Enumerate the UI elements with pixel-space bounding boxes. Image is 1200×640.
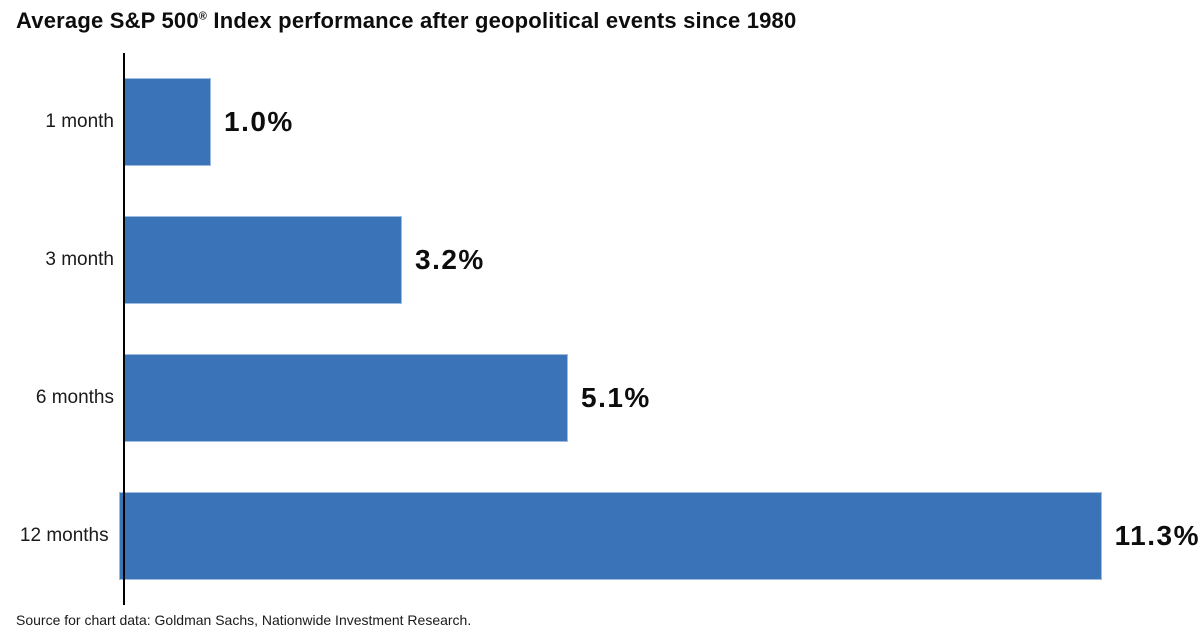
value-label-6-months: 5.1% bbox=[581, 382, 651, 413]
chart-title-rest: Index performance after geopolitical eve… bbox=[207, 8, 797, 33]
bar-row-3-month: 3 month 3.2% bbox=[0, 191, 1200, 329]
bar-12-months bbox=[118, 492, 1102, 580]
bar-row-12-months: 12 months 11.3% bbox=[0, 467, 1200, 605]
source-note: Source for chart data: Goldman Sachs, Na… bbox=[16, 612, 472, 628]
category-label-3-month: 3 month bbox=[45, 249, 114, 270]
bar-row-1-month: 1 month 1.0% bbox=[0, 53, 1200, 191]
chart-title: Average S&P 500® Index performance after… bbox=[16, 8, 796, 34]
bar-area: 3.2% bbox=[124, 191, 1200, 329]
bar-chart: 1 month 1.0% 3 month 3.2% 6 months 5.1% … bbox=[0, 53, 1200, 605]
bar-3-month bbox=[124, 216, 402, 304]
bar-area: 11.3% bbox=[118, 467, 1200, 605]
bar-row-6-months: 6 months 5.1% bbox=[0, 329, 1200, 467]
category-label-1-month: 1 month bbox=[45, 111, 114, 132]
bar-area: 1.0% bbox=[124, 53, 1200, 191]
bar-6-months bbox=[124, 354, 568, 442]
chart-title-main: Average S&P 500 bbox=[16, 8, 199, 33]
value-label-3-month: 3.2% bbox=[415, 244, 485, 275]
category-label-12-months: 12 months bbox=[19, 525, 109, 546]
category-label-6-months: 6 months bbox=[35, 387, 114, 408]
bar-1-month bbox=[124, 78, 211, 166]
registered-trademark-symbol: ® bbox=[198, 10, 208, 23]
y-axis-line bbox=[123, 53, 125, 605]
bar-area: 5.1% bbox=[124, 329, 1200, 467]
value-label-1-month: 1.0% bbox=[224, 106, 294, 137]
value-label-12-months: 11.3% bbox=[1114, 520, 1200, 551]
